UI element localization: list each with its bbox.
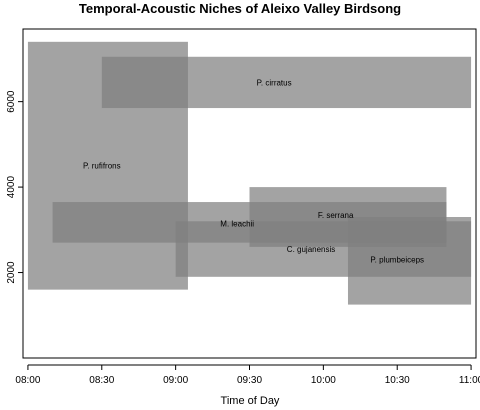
y-tick-label: 2000 (6, 261, 17, 284)
x-tick-label: 10:00 (311, 375, 336, 386)
y-tick-label: 4000 (6, 176, 17, 199)
x-tick-label: 09:30 (237, 375, 262, 386)
species-label: C. gujanensis (287, 245, 335, 254)
x-tick-label: 11:00 (459, 375, 480, 386)
y-tick-label: 6000 (6, 90, 17, 113)
species-label: P. plumbeiceps (370, 256, 424, 265)
species-label: F. serrana (318, 211, 354, 220)
x-tick-label: 10:30 (385, 375, 410, 386)
species-label: P. rufifrons (83, 162, 121, 171)
plot-area: P. rufifrons P. cirratus M. leachii F. serr… (6, 28, 480, 386)
chart-title: Temporal-Acoustic Niches of Aleixo Valle… (79, 1, 401, 16)
species-range-rect (347, 217, 472, 305)
species-label: P. cirratus (257, 78, 292, 87)
x-tick-label: 08:30 (89, 375, 114, 386)
species-label: M. leachii (220, 219, 254, 228)
x-tick-label: 08:00 (15, 375, 40, 386)
x-tick-label: 09:00 (163, 375, 188, 386)
x-axis-label: Time of Day (221, 395, 280, 407)
species-range-rect (101, 56, 472, 109)
